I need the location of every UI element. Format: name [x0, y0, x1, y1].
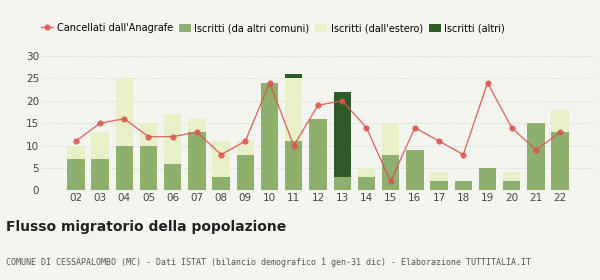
Bar: [503, 172, 520, 181]
Legend: Cancellati dall'Anagrafe, Iscritti (da altri comuni), Iscritti (dall'estero), Is: Cancellati dall'Anagrafe, Iscritti (da a…: [41, 23, 505, 33]
Cancellati dall'Anagrafe: [508, 126, 515, 129]
Bar: [236, 155, 254, 190]
Cancellati dall'Anagrafe: [242, 139, 249, 143]
Bar: [503, 181, 520, 190]
Cancellati dall'Anagrafe: [411, 126, 418, 129]
Cancellati dall'Anagrafe: [557, 130, 564, 134]
Bar: [430, 181, 448, 190]
Bar: [164, 114, 181, 164]
Bar: [116, 146, 133, 190]
Bar: [455, 181, 472, 190]
Bar: [140, 123, 157, 146]
Cancellati dall'Anagrafe: [290, 144, 298, 147]
Bar: [527, 123, 545, 190]
Bar: [212, 177, 230, 190]
Cancellati dall'Anagrafe: [363, 126, 370, 129]
Cancellati dall'Anagrafe: [121, 117, 128, 120]
Bar: [91, 159, 109, 190]
Bar: [309, 119, 327, 190]
Bar: [430, 172, 448, 181]
Cancellati dall'Anagrafe: [532, 148, 539, 152]
Bar: [406, 150, 424, 190]
Bar: [358, 168, 375, 177]
Bar: [164, 164, 181, 190]
Bar: [334, 177, 351, 190]
Cancellati dall'Anagrafe: [338, 99, 346, 102]
Cancellati dall'Anagrafe: [169, 135, 176, 138]
Cancellati dall'Anagrafe: [97, 122, 104, 125]
Bar: [551, 132, 569, 190]
Cancellati dall'Anagrafe: [314, 104, 322, 107]
Cancellati dall'Anagrafe: [193, 130, 200, 134]
Cancellati dall'Anagrafe: [218, 153, 225, 156]
Bar: [261, 83, 278, 190]
Line: Cancellati dall'Anagrafe: Cancellati dall'Anagrafe: [73, 80, 563, 185]
Cancellati dall'Anagrafe: [145, 135, 152, 138]
Bar: [67, 146, 85, 159]
Bar: [479, 168, 496, 190]
Cancellati dall'Anagrafe: [387, 180, 394, 183]
Bar: [285, 141, 302, 190]
Text: COMUNE DI CESSAPALOMBO (MC) - Dati ISTAT (bilancio demografico 1 gen-31 dic) - E: COMUNE DI CESSAPALOMBO (MC) - Dati ISTAT…: [6, 258, 531, 267]
Text: Flusso migratorio della popolazione: Flusso migratorio della popolazione: [6, 220, 286, 234]
Bar: [285, 74, 302, 78]
Cancellati dall'Anagrafe: [484, 81, 491, 85]
Bar: [382, 123, 400, 155]
Bar: [334, 92, 351, 177]
Bar: [358, 177, 375, 190]
Bar: [285, 78, 302, 141]
Bar: [236, 141, 254, 155]
Bar: [212, 141, 230, 177]
Cancellati dall'Anagrafe: [72, 139, 79, 143]
Cancellati dall'Anagrafe: [436, 139, 443, 143]
Bar: [188, 132, 206, 190]
Bar: [67, 159, 85, 190]
Bar: [188, 119, 206, 132]
Cancellati dall'Anagrafe: [266, 81, 273, 85]
Bar: [382, 155, 400, 190]
Bar: [116, 78, 133, 146]
Bar: [140, 146, 157, 190]
Cancellati dall'Anagrafe: [460, 153, 467, 156]
Bar: [551, 110, 569, 132]
Bar: [91, 132, 109, 159]
